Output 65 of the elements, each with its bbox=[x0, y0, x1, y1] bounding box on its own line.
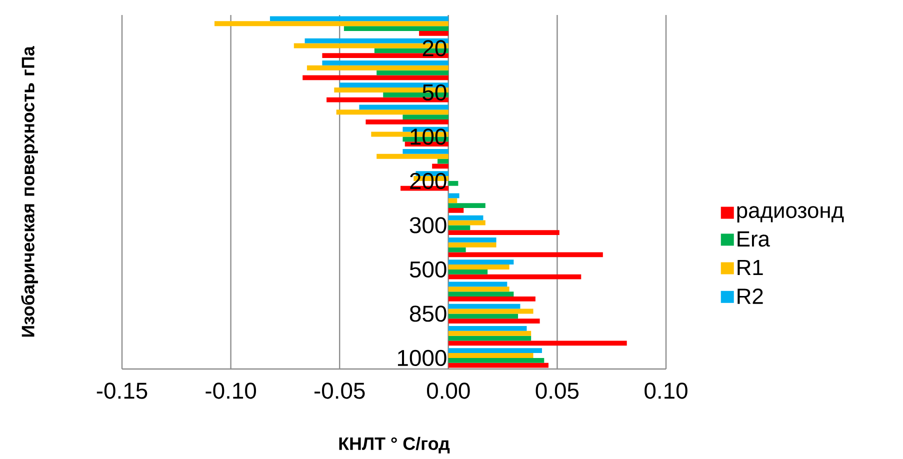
bar bbox=[448, 353, 534, 358]
bar bbox=[432, 164, 448, 169]
bar bbox=[214, 21, 448, 26]
legend-label: Era bbox=[738, 231, 770, 247]
bar bbox=[270, 16, 448, 22]
bar bbox=[448, 242, 496, 248]
legend-label: R1 bbox=[738, 260, 763, 276]
bar bbox=[448, 318, 540, 324]
y-tick-label: 500 bbox=[410, 261, 446, 278]
bar bbox=[336, 110, 448, 115]
bar bbox=[306, 65, 448, 70]
bar bbox=[448, 180, 458, 186]
bar bbox=[448, 215, 484, 220]
bar bbox=[448, 286, 510, 292]
bar bbox=[448, 292, 514, 296]
bar bbox=[448, 348, 542, 354]
bar bbox=[448, 282, 508, 287]
bar bbox=[448, 260, 514, 265]
bar bbox=[448, 326, 527, 331]
bar bbox=[448, 230, 560, 235]
bar bbox=[448, 252, 603, 258]
legend-label: R2 bbox=[738, 288, 763, 304]
y-tick-label: 1000 bbox=[398, 350, 446, 366]
bar bbox=[448, 264, 510, 270]
bar bbox=[448, 208, 464, 213]
bar bbox=[448, 193, 460, 198]
bar bbox=[322, 60, 448, 66]
x-tick-label: 0.10 bbox=[644, 382, 688, 399]
bar bbox=[438, 158, 448, 164]
bar bbox=[448, 203, 486, 208]
bar bbox=[448, 358, 544, 363]
bar bbox=[448, 296, 536, 302]
bar bbox=[448, 362, 548, 368]
bar bbox=[448, 340, 627, 346]
bar bbox=[448, 330, 532, 336]
bar bbox=[376, 70, 448, 76]
bar bbox=[448, 274, 582, 280]
bar bbox=[402, 149, 448, 154]
bar bbox=[448, 308, 534, 314]
x-tick-label: -0.15 bbox=[96, 382, 148, 399]
bar bbox=[448, 238, 496, 242]
x-tick-label: 0.05 bbox=[536, 382, 579, 399]
x-tick-label: -0.10 bbox=[206, 382, 256, 399]
bar bbox=[359, 104, 448, 110]
bar bbox=[448, 269, 488, 274]
bar bbox=[419, 30, 448, 36]
bar bbox=[448, 225, 470, 230]
legend-label: радиозонд bbox=[737, 206, 844, 222]
x-tick-label: -0.05 bbox=[314, 382, 365, 399]
x-tick-label: 0.00 bbox=[426, 382, 470, 399]
bar bbox=[402, 114, 448, 120]
bar bbox=[448, 304, 520, 309]
bar bbox=[448, 314, 518, 319]
x-axis-title: КНЛТ ° С/год bbox=[339, 436, 450, 454]
y-axis-title: Изобарическая поверхность гПа bbox=[21, 46, 38, 337]
bar bbox=[448, 198, 458, 204]
y-tick-label: 300 bbox=[410, 217, 446, 234]
bar bbox=[448, 220, 486, 226]
bar bbox=[448, 247, 466, 252]
bar bbox=[366, 119, 448, 124]
bar bbox=[376, 154, 448, 159]
bar bbox=[344, 26, 448, 31]
y-tick-label: 850 bbox=[410, 306, 446, 322]
bar bbox=[302, 75, 448, 80]
bar bbox=[448, 336, 532, 341]
